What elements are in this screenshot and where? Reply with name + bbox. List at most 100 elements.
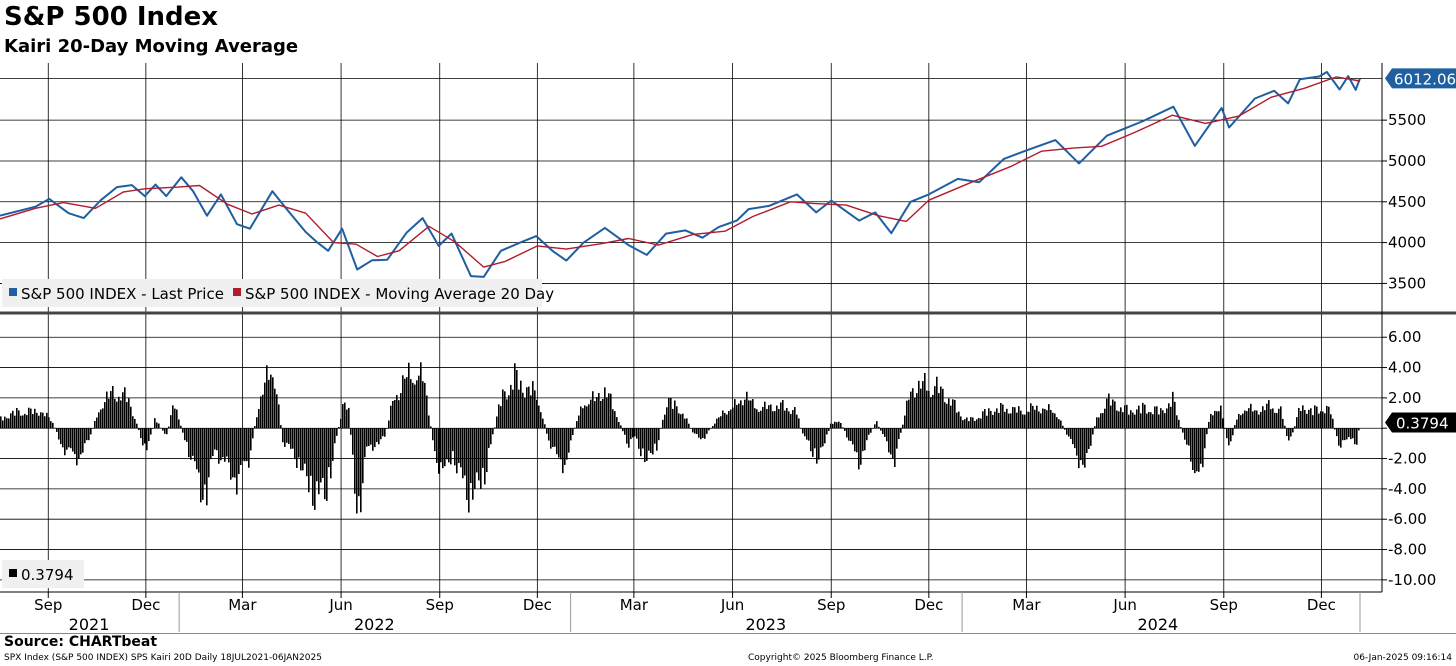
kairi-legend-swatch — [9, 569, 17, 577]
kairi-bar — [332, 428, 334, 461]
kairi-panel — [0, 362, 1360, 514]
kairi-bar — [344, 402, 346, 429]
kairi-bar — [946, 403, 948, 429]
kairi-bar — [1046, 410, 1048, 429]
kairi-bar — [682, 413, 684, 429]
kairi-bar — [886, 428, 888, 442]
kairi-bar — [642, 428, 644, 449]
kairi-bar — [470, 428, 472, 484]
kairi-bar — [562, 428, 564, 474]
kairi-bar — [546, 428, 548, 434]
kairi-bar — [570, 428, 572, 441]
kairi-bar — [1332, 418, 1334, 429]
kairi-bar — [388, 420, 390, 429]
kairi-bar — [40, 412, 42, 429]
kairi-bar — [1162, 410, 1164, 429]
kairi-bar — [1018, 406, 1020, 429]
kairi-bar — [1066, 428, 1068, 435]
kairi-bar — [204, 428, 206, 485]
kairi-bar — [536, 399, 538, 429]
kairi-bar — [962, 420, 964, 429]
kairi-bar — [360, 428, 362, 513]
kairi-bar — [250, 428, 252, 451]
kairi-bar — [1024, 414, 1026, 429]
kairi-bar — [1148, 412, 1150, 429]
year-label: 2021 — [69, 615, 110, 632]
kairi-bar — [460, 428, 462, 468]
footer-timestamp: 06-Jan-2025 09:16:14 — [1353, 653, 1452, 663]
kairi-bar — [1250, 403, 1252, 429]
kairi-bar — [672, 408, 674, 429]
kairi-bar — [1240, 415, 1242, 429]
kairi-bar — [306, 428, 308, 477]
kairi-bar — [792, 410, 794, 429]
last-price-badge-label: 6012.06 — [1394, 70, 1456, 88]
kairi-bar — [1232, 428, 1234, 436]
kairi-bar — [1280, 406, 1282, 429]
kairi-bar — [472, 428, 474, 500]
kairi-bar — [884, 428, 886, 437]
kairi-bar — [324, 428, 326, 500]
x-tick-label: Sep — [1210, 596, 1238, 614]
kairi-bar — [558, 428, 560, 458]
kairi-bar — [1238, 414, 1240, 429]
kairi-bar — [634, 428, 636, 437]
kairi-bar — [618, 422, 620, 429]
kairi-bar — [368, 428, 370, 447]
kairi-bar — [600, 400, 602, 429]
kairi-bar — [1110, 405, 1112, 429]
kairi-bar — [1216, 411, 1218, 429]
kairi-bar — [4, 416, 6, 429]
kairi-bar — [840, 422, 842, 429]
kairi-bar — [94, 421, 96, 429]
kairi-bar — [868, 428, 870, 435]
kairi-bar — [848, 428, 850, 441]
kairi-bar — [1068, 428, 1070, 437]
kairi-bar — [824, 428, 826, 444]
kairi-bar — [730, 409, 732, 429]
footer-divider — [0, 633, 1456, 634]
kairi-bar — [1196, 428, 1198, 472]
kairi-bar — [348, 407, 350, 429]
kairi-bar — [1088, 428, 1090, 449]
kairi-bar — [1296, 417, 1298, 429]
kairi-bar — [1358, 428, 1360, 431]
kairi-bar — [1138, 405, 1140, 429]
kairi-bar — [326, 428, 328, 501]
kairi-bar — [608, 393, 610, 429]
kairi-bar — [748, 400, 750, 429]
kairi-bar — [844, 428, 846, 431]
kairi-bar — [1324, 413, 1326, 429]
kairi-bar — [654, 428, 656, 444]
kairi-bar — [1354, 428, 1356, 445]
year-label: 2023 — [745, 615, 786, 632]
kairi-bar — [1180, 427, 1182, 429]
kairi-bar — [1086, 428, 1088, 453]
kairi-bar — [312, 428, 314, 506]
kairi-bar — [842, 427, 844, 429]
kairi-bar — [214, 428, 216, 450]
kairi-bar — [1210, 413, 1212, 429]
kairi-bar — [1084, 428, 1086, 468]
kairi-bar — [1312, 415, 1314, 429]
kairi-bar — [1292, 428, 1294, 433]
kairi-bar — [1130, 410, 1132, 429]
kairi-bar — [940, 386, 942, 429]
kairi-bar — [128, 398, 130, 429]
kairi-bar — [108, 398, 110, 429]
kairi-bar — [904, 415, 906, 429]
kairi-bar — [1206, 428, 1208, 435]
kairi-bar — [174, 408, 176, 429]
kairi-bar — [1204, 428, 1206, 449]
kairi-bar — [1146, 413, 1148, 429]
kairi-bar — [574, 427, 576, 429]
kairi-bar — [586, 406, 588, 429]
kairi-bar — [944, 402, 946, 429]
kairi-bar — [718, 417, 720, 429]
kairi-bar — [254, 426, 256, 429]
kairi-bar — [220, 428, 222, 461]
kairi-bar — [1214, 410, 1216, 429]
kairi-y-tick-label: 6.00 — [1388, 328, 1421, 346]
kairi-bar — [484, 428, 486, 485]
kairi-bar — [60, 428, 62, 445]
